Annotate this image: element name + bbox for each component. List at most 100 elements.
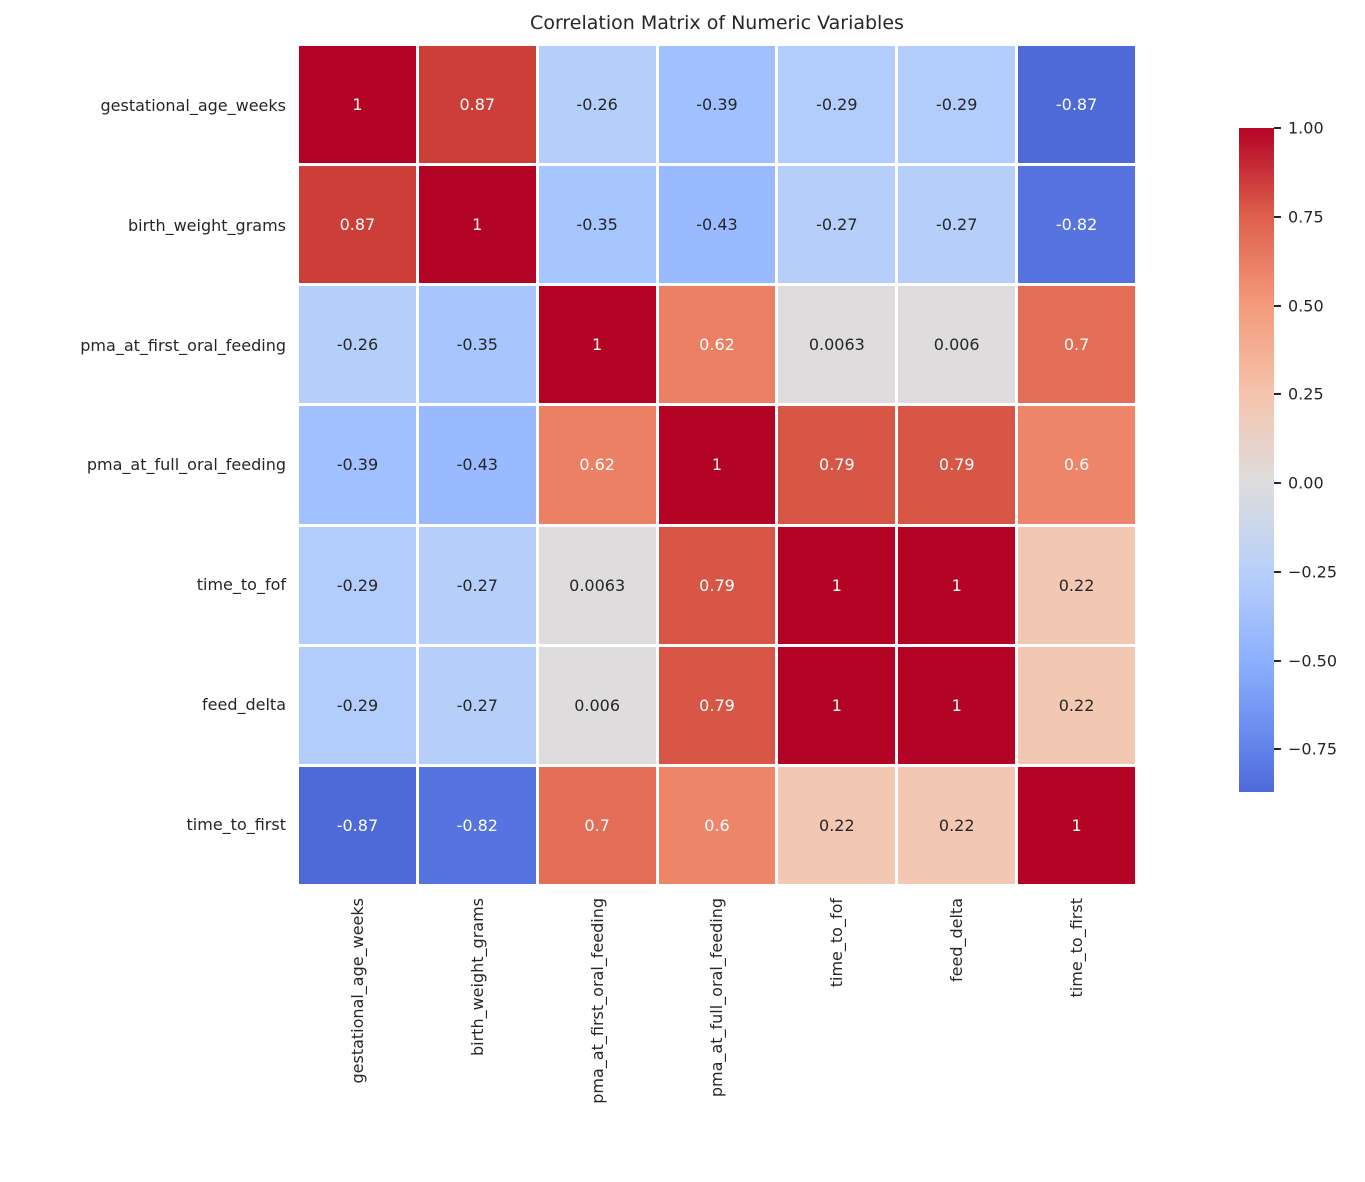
column-label-slot: birth_weight_grams — [419, 898, 536, 1178]
x-axis-labels: gestational_age_weeks birth_weight_grams p… — [299, 898, 1135, 1178]
colorbar-tick — [1274, 570, 1281, 573]
row-label: pma_at_first_oral_feeding — [80, 335, 286, 355]
heatmap: 1 0.87 -0.26 -0.39 -0.29 -0.29 -0.87 0.87 1 -0.35… — [299, 46, 1135, 884]
heatmap-cell: 0.62 — [658, 286, 776, 404]
cell-value: 1 — [472, 215, 483, 235]
colorbar-gradient — [1239, 128, 1274, 792]
heatmap-cell: 0.7 — [1018, 286, 1135, 404]
colorbar-tick-label: 0.25 — [1288, 384, 1324, 404]
cell-value: -0.39 — [336, 455, 379, 475]
cell-value: 0.6 — [704, 815, 730, 835]
heatmap-cell: 1 — [898, 526, 1016, 644]
column-label: pma_at_full_oral_feeding — [707, 898, 727, 1098]
cell-value: 1 — [951, 695, 962, 715]
cell-value: 0.62 — [699, 335, 735, 355]
column-label-slot: gestational_age_weeks — [299, 898, 416, 1178]
heatmap-cell: 0.0063 — [778, 286, 896, 404]
cell-value: -0.82 — [456, 815, 498, 835]
cell-value: 0.87 — [339, 215, 376, 235]
cell-value: 1 — [831, 575, 842, 595]
column-label: feed_delta — [947, 898, 967, 982]
cell-value: 0.87 — [459, 95, 496, 115]
cell-value: -0.27 — [816, 215, 858, 235]
cell-value: -0.43 — [696, 215, 738, 235]
cell-value: 0.7 — [1063, 335, 1090, 355]
heatmap-cell: -0.87 — [1018, 46, 1135, 164]
column-label: time_to_fof — [827, 898, 847, 988]
heatmap-cell: 0.22 — [778, 766, 896, 884]
cell-value: 0.0063 — [808, 335, 865, 355]
heatmap-cell: 1 — [299, 46, 416, 164]
heatmap-cell: 0.79 — [898, 406, 1016, 524]
cell-value: -0.82 — [1055, 215, 1098, 235]
cell-value: 0.62 — [579, 455, 615, 475]
row-label: feed_delta — [202, 694, 286, 714]
heatmap-cell: 1 — [538, 286, 656, 404]
colorbar-tick — [1274, 748, 1281, 751]
cell-value: -0.43 — [456, 455, 498, 475]
heatmap-cell: 0.22 — [898, 766, 1016, 884]
cell-value: 0.22 — [938, 815, 975, 835]
heatmap-cell: 0.22 — [1018, 526, 1135, 644]
column-label-slot: pma_at_full_oral_feeding — [659, 898, 776, 1178]
heatmap-cell: 0.6 — [1018, 406, 1135, 524]
colorbar-tick — [1274, 482, 1281, 485]
column-label-slot: time_to_first — [1018, 898, 1135, 1178]
row-label: time_to_fof — [196, 575, 286, 595]
column-label: gestational_age_weeks — [347, 898, 367, 1084]
cell-value: -0.35 — [456, 335, 498, 355]
heatmap-cell: 0.6 — [658, 766, 776, 884]
cell-value: 0.006 — [933, 335, 980, 355]
row-label: gestational_age_weeks — [100, 96, 287, 116]
cell-value: 1 — [831, 695, 842, 715]
cell-value: 1 — [1071, 815, 1082, 835]
heatmap-cell: -0.29 — [299, 646, 416, 764]
heatmap-cell: -0.82 — [1018, 166, 1135, 284]
heatmap-cell: 0.87 — [299, 166, 416, 284]
cell-value: 1 — [592, 335, 603, 355]
heatmap-cell: -0.29 — [898, 46, 1016, 164]
heatmap-cell: 0.22 — [1018, 646, 1135, 764]
cell-value: -0.87 — [1055, 95, 1098, 115]
colorbar-tick — [1274, 304, 1281, 307]
column-label-slot: pma_at_first_oral_feeding — [539, 898, 656, 1178]
cell-value: -0.87 — [336, 815, 379, 835]
heatmap-cell: -0.39 — [299, 406, 416, 524]
cell-value: -0.35 — [576, 215, 618, 235]
heatmap-cell: -0.82 — [418, 766, 536, 884]
cell-value: -0.29 — [936, 95, 978, 115]
cell-value: -0.29 — [336, 575, 379, 595]
cell-value: -0.27 — [456, 575, 498, 595]
colorbar-tick — [1274, 659, 1281, 662]
column-label: time_to_first — [1067, 898, 1087, 998]
heatmap-cell: -0.35 — [538, 166, 656, 284]
row-label: pma_at_full_oral_feeding — [86, 455, 286, 475]
heatmap-cell: -0.26 — [538, 46, 656, 164]
heatmap-cell: -0.43 — [418, 406, 536, 524]
heatmap-cell: 1 — [418, 166, 536, 284]
heatmap-cell: 0.7 — [538, 766, 656, 884]
column-label-slot: feed_delta — [898, 898, 1015, 1178]
heatmap-cell: 1 — [778, 526, 896, 644]
colorbar-tick-label: 0.00 — [1288, 473, 1324, 493]
heatmap-cell: -0.26 — [299, 286, 416, 404]
colorbar-tick — [1274, 127, 1281, 129]
heatmap-cell: 0.0063 — [538, 526, 656, 644]
heatmap-cell: -0.39 — [658, 46, 776, 164]
heatmap-cell: 0.62 — [538, 406, 656, 524]
cell-value: 0.22 — [1058, 695, 1095, 715]
chart-title: Correlation Matrix of Numeric Variables — [530, 12, 904, 34]
cell-value: 1 — [951, 575, 962, 595]
cell-value: 0.79 — [938, 455, 975, 475]
heatmap-cell: -0.35 — [418, 286, 536, 404]
column-label: pma_at_first_oral_feeding — [587, 898, 607, 1104]
heatmap-cell: -0.29 — [778, 46, 896, 164]
heatmap-cell: -0.29 — [299, 526, 416, 644]
cell-value: 0.79 — [699, 695, 735, 715]
colorbar: 1.00 0.75 0.50 0.25 0.00 −0.25 −0.50 −0.75 — [1239, 119, 1337, 792]
cell-value: 0.6 — [1063, 455, 1090, 475]
cell-value: 0.006 — [574, 695, 621, 715]
heatmap-cell: 0.79 — [778, 406, 896, 524]
heatmap-cell: -0.43 — [658, 166, 776, 284]
cell-value: -0.29 — [336, 695, 379, 715]
